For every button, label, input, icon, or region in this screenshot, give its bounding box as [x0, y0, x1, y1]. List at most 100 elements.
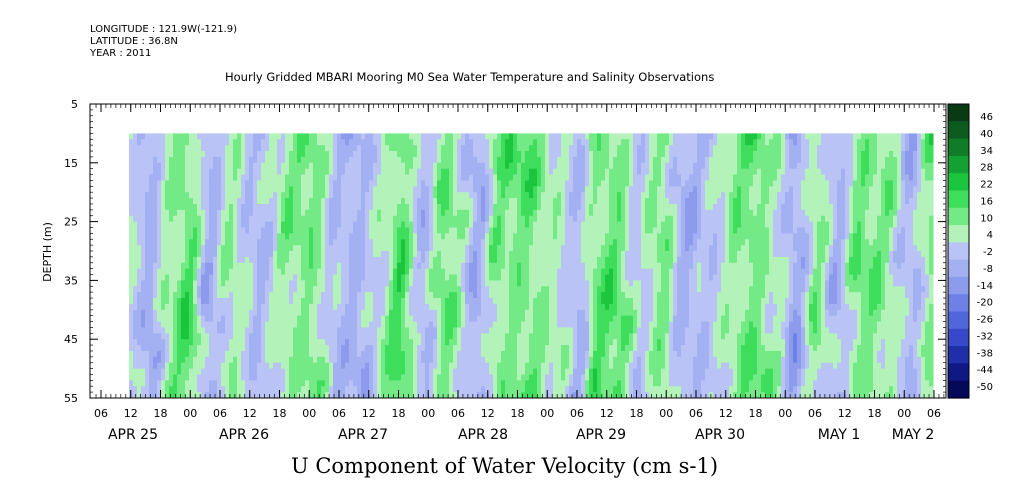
- heatmap-cell: [197, 327, 202, 334]
- heatmap-cell: [441, 151, 446, 158]
- heatmap-cell: [373, 145, 378, 152]
- heatmap-cell: [297, 256, 302, 264]
- heatmap-cell: [137, 180, 142, 187]
- heatmap-cell: [149, 156, 154, 164]
- heatmap-cell: [377, 350, 382, 358]
- heatmap-cell: [129, 380, 134, 387]
- heatmap-cell: [137, 333, 142, 340]
- heatmap-cell: [545, 274, 550, 281]
- heatmap-cell: [553, 315, 558, 323]
- heatmap-cell: [193, 256, 198, 264]
- heatmap-cell: [205, 245, 210, 252]
- heatmap-cell: [473, 303, 478, 311]
- heatmap-cell: [437, 262, 442, 270]
- heatmap-cell: [513, 198, 518, 205]
- heatmap-cell: [129, 139, 134, 146]
- heatmap-cell: [309, 256, 314, 264]
- heatmap-cell: [561, 139, 566, 146]
- heatmap-cell: [345, 156, 350, 164]
- heatmap-cell: [233, 151, 238, 158]
- heatmap-cell: [317, 303, 322, 311]
- heatmap-cell: [397, 156, 402, 164]
- heatmap-cell: [353, 303, 358, 311]
- heatmap-cell: [285, 139, 290, 146]
- heatmap-cell: [257, 215, 262, 223]
- heatmap-cell: [569, 292, 574, 299]
- heatmap-cell: [193, 350, 198, 358]
- heatmap-cell: [557, 386, 562, 393]
- heatmap-cell: [473, 392, 478, 399]
- heatmap-cell: [257, 280, 262, 287]
- heatmap-cell: [225, 374, 230, 381]
- heatmap-cell: [481, 392, 486, 399]
- heatmap-cell: [369, 386, 374, 393]
- heatmap-cell: [565, 362, 570, 370]
- heatmap-cell: [197, 309, 202, 317]
- heatmap-cell: [505, 256, 510, 264]
- heatmap-cell: [541, 251, 546, 258]
- heatmap-cell: [313, 374, 318, 381]
- heatmap-cell: [537, 256, 542, 264]
- heatmap-cell: [557, 380, 562, 387]
- heatmap-cell: [529, 374, 534, 381]
- heatmap-cell: [377, 174, 382, 181]
- heatmap-cell: [141, 356, 146, 364]
- heatmap-cell: [265, 292, 270, 299]
- heatmap-cell: [265, 303, 270, 311]
- heatmap-cell: [157, 333, 162, 340]
- heatmap-cell: [549, 345, 554, 352]
- heatmap-cell: [401, 180, 406, 187]
- heatmap-cell: [253, 339, 258, 346]
- heatmap-cell: [141, 186, 146, 193]
- heatmap-cell: [277, 274, 282, 281]
- heatmap-cell: [421, 268, 426, 276]
- heatmap-cell: [273, 339, 278, 346]
- heatmap-cell: [257, 162, 262, 170]
- heatmap-cell: [525, 298, 530, 305]
- heatmap-cell: [473, 233, 478, 240]
- heatmap-cell: [445, 327, 450, 334]
- heatmap-cell: [437, 392, 442, 399]
- heatmap-cell: [369, 198, 374, 205]
- heatmap-cell: [353, 180, 358, 187]
- heatmap-cell: [385, 209, 390, 217]
- heatmap-cell: [493, 368, 498, 375]
- heatmap-cell: [561, 298, 566, 305]
- heatmap-cell: [421, 233, 426, 240]
- heatmap-cell: [189, 180, 194, 187]
- heatmap-cell: [137, 268, 142, 276]
- heatmap-cell: [329, 356, 334, 364]
- heatmap-cell: [297, 292, 302, 299]
- heatmap-cell: [281, 221, 286, 228]
- heatmap-cell: [289, 145, 294, 152]
- heatmap-cell: [197, 339, 202, 346]
- heatmap-cell: [145, 145, 150, 152]
- heatmap-cell: [313, 256, 318, 264]
- heatmap-cell: [497, 186, 502, 193]
- heatmap-cell: [361, 368, 366, 375]
- heatmap-cell: [221, 327, 226, 334]
- heatmap-cell: [465, 245, 470, 252]
- heatmap-cell: [389, 198, 394, 205]
- heatmap-cell: [229, 145, 234, 152]
- heatmap-cell: [257, 233, 262, 240]
- heatmap-cell: [445, 368, 450, 375]
- heatmap-cell: [541, 145, 546, 152]
- heatmap-cell: [149, 133, 154, 140]
- heatmap-cell: [141, 221, 146, 228]
- heatmap-cell: [425, 303, 430, 311]
- heatmap-cell: [389, 156, 394, 164]
- heatmap-cell: [465, 145, 470, 152]
- heatmap-cell: [349, 309, 354, 317]
- heatmap-cell: [557, 227, 562, 234]
- heatmap-cell: [333, 327, 338, 334]
- heatmap-cell: [501, 227, 506, 234]
- heatmap-cell: [393, 374, 398, 381]
- heatmap-cell: [529, 180, 534, 187]
- heatmap-cell: [177, 380, 182, 387]
- heatmap-cell: [381, 239, 386, 246]
- heatmap-cell: [297, 262, 302, 270]
- heatmap-cell: [533, 245, 538, 252]
- heatmap-cell: [149, 251, 154, 258]
- heatmap-cell: [437, 239, 442, 246]
